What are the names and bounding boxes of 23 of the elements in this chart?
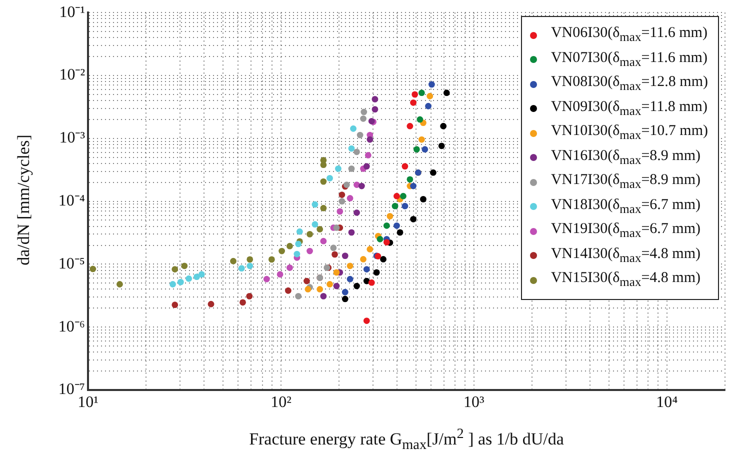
- legend-label: VN06I30(δ$_{max}$=11.6 mm): [550, 25, 708, 46]
- x-tick-label: 10³: [464, 394, 485, 411]
- x-tick-label: 10²: [270, 394, 292, 411]
- legend-label: VN18I30(δ$_{max}$=6.7 mm): [550, 196, 700, 217]
- y-tick-label: 10⁻⁶: [58, 318, 85, 336]
- legend-label: VN16I30(δ$_{max}$=8.9 mm): [550, 148, 700, 168]
- y-tick-label: 10⁻²: [59, 66, 86, 84]
- y-axis-title: da/dN [mm/cycles]: [14, 134, 34, 266]
- y-tick-label: 10⁻¹: [59, 4, 86, 21]
- y-tick-label: 10⁻³: [59, 130, 86, 147]
- legend-label: VN08I30(δ$_{max}$=12.8 mm): [550, 74, 708, 94]
- legend-label: VN15I30(δ$_{max}$=4.8 mm): [550, 270, 700, 290]
- x-axis-title: Fracture energy rate G$_{max}$[J/m$^{2}$ ] as 1/b dU/da: [248, 426, 565, 454]
- legend-label: VN17I30(δ$_{max}$=8.9 mm): [550, 172, 700, 192]
- y-tick-label: 10⁻⁵: [58, 255, 85, 272]
- legend-label: VN09I30(δ$_{max}$=11.8 mm): [550, 98, 708, 119]
- legend-label: VN14I30(δ$_{max}$=4.8 mm): [550, 246, 700, 266]
- y-tick-label: 10⁻⁴: [58, 192, 86, 210]
- legend-label: VN10I30(δ$_{max}$=10.7 mm): [550, 123, 708, 144]
- legend-label: VN19I30(δ$_{max}$=6.7 mm): [550, 221, 700, 242]
- legend-label: VN07I30(δ$_{max}$=11.6 mm): [550, 50, 708, 70]
- x-tick-label: 10⁴: [656, 394, 678, 411]
- x-tick-label: 10¹: [78, 394, 99, 411]
